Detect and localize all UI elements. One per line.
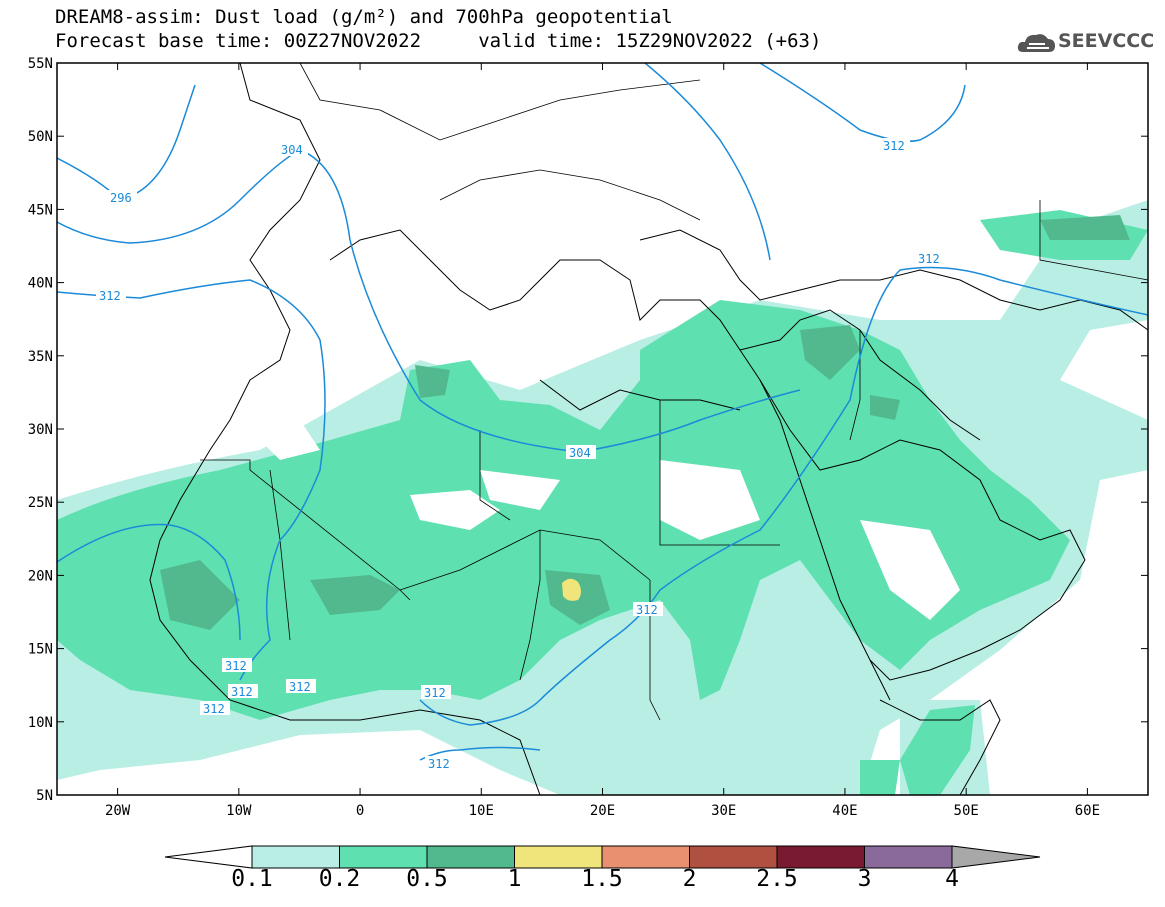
lat-label: 15N <box>28 642 53 658</box>
contour-label: 312 <box>918 252 940 266</box>
contour-labels: 296 304 312 312 304 312 312 312 312 312 … <box>96 138 945 771</box>
contour-label: 304 <box>569 446 591 460</box>
forecast-times: Forecast base time: 00Z27NOV2022 valid t… <box>55 30 822 52</box>
colorbar-box <box>251 845 340 869</box>
colorbar-box <box>601 845 690 869</box>
colorbar-label: 4 <box>945 866 959 892</box>
contour-label: 312 <box>225 659 247 673</box>
colorbar-box <box>776 845 865 869</box>
colorbar-label: 0.2 <box>318 866 361 892</box>
contour-label: 312 <box>99 289 121 303</box>
lat-label: 35N <box>28 349 53 365</box>
lat-label: 45N <box>28 202 53 218</box>
geopotential-contours <box>57 63 1148 761</box>
country-borders <box>200 63 1148 721</box>
contour-label: 312 <box>203 702 225 716</box>
colorbar-label: 0.5 <box>406 866 448 892</box>
logo-text: SEEVCCC <box>1058 30 1155 52</box>
contour-label: 312 <box>636 603 658 617</box>
lon-label: 40E <box>832 803 857 819</box>
colorbar-label: 1.5 <box>581 866 623 892</box>
lat-label: 40N <box>28 276 53 292</box>
lon-label: 60E <box>1075 803 1100 819</box>
map-title: DREAM8-assim: Dust load (g/m²) and 700hP… <box>55 6 673 28</box>
lat-label: 20N <box>28 568 53 584</box>
lon-label: 20E <box>590 803 615 819</box>
contour-label: 312 <box>428 757 450 771</box>
contour-label: 296 <box>110 191 132 205</box>
colorbar-label: 0.1 <box>231 866 273 892</box>
colorbar-label: 2 <box>682 866 697 892</box>
contour-label: 304 <box>281 143 303 157</box>
contour-label: 312 <box>231 685 253 699</box>
longitude-axis: 20W 10W 0 10E 20E 30E 40E 50E 60E <box>105 63 1100 819</box>
dust-layer-1 <box>562 578 581 601</box>
lat-label: 55N <box>28 56 53 72</box>
coastlines <box>149 63 1148 795</box>
contour-label: 312 <box>424 686 446 700</box>
colorbar-box <box>864 845 953 869</box>
colorbar-label: 3 <box>857 866 872 892</box>
dust-gaps <box>250 420 960 620</box>
lat-label: 25N <box>28 495 53 511</box>
colorbar-low-arrow <box>164 845 253 869</box>
contour-label: 312 <box>289 680 311 694</box>
colorbar-box <box>689 845 778 869</box>
lon-label: 50E <box>954 803 979 819</box>
colorbar-label: 2.5 <box>756 866 798 892</box>
lat-label: 5N <box>36 788 53 804</box>
colorbar-box <box>339 845 428 869</box>
contour-label: 312 <box>883 139 905 153</box>
latitude-axis: 55N 50N 45N 40N 35N 30N 25N 20N 15N 10N 5N <box>28 56 1148 804</box>
colorbar-label: 1 <box>507 866 522 892</box>
lon-label: 20W <box>105 803 131 819</box>
colorbar-high-arrow <box>951 845 1041 869</box>
lat-label: 10N <box>28 715 53 731</box>
lat-label: 30N <box>28 422 53 438</box>
lon-label: 10W <box>226 803 252 819</box>
lon-label: 30E <box>711 803 736 819</box>
lon-label: 10E <box>469 803 494 819</box>
colorbar-box <box>426 845 515 869</box>
lon-label: 0 <box>356 803 364 819</box>
lat-label: 50N <box>28 129 53 145</box>
cloud-logo-icon <box>1017 34 1055 52</box>
colorbar <box>164 845 1041 869</box>
colorbar-box <box>514 845 603 869</box>
